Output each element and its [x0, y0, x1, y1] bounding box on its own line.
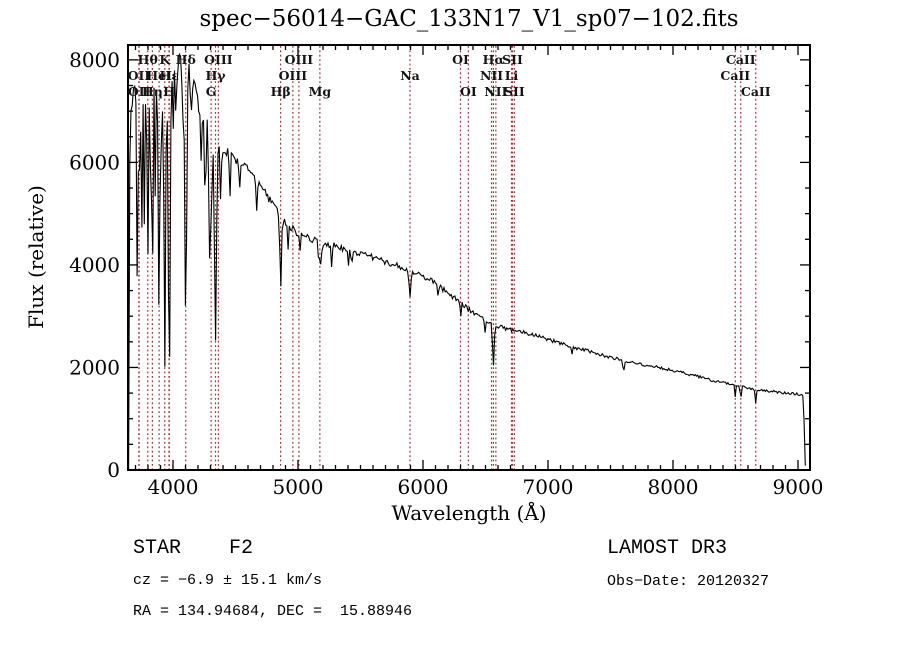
ra-dec-label: RA = 134.94684, DEC = 15.88946 [133, 603, 413, 620]
spectral-line-label: SII [504, 84, 525, 99]
spectral-line-label: Hγ [205, 68, 226, 83]
y-tick-label: 8000 [69, 48, 120, 72]
tick-labels-group: 4000 5000 6000 7000 8000 9000 0 2000 4000 6000 800… [69, 48, 823, 499]
spectral-line-label: Mg [309, 84, 332, 99]
spectral-line-label: G [206, 84, 217, 99]
spectrum-trace [128, 52, 806, 469]
spectral-line-label: OIII [285, 52, 314, 67]
spectral-line-label: OIII [279, 68, 308, 83]
spectral-line-label: Na [400, 68, 420, 83]
spectral-line-label: Hβ [271, 84, 291, 99]
y-tick-label: 6000 [69, 150, 120, 174]
spectral-line-label: K [159, 52, 171, 67]
spectral-line-label: OII [128, 84, 151, 99]
y-tick-label: 2000 [69, 355, 120, 379]
spectral-line-label: Hδ [176, 52, 196, 67]
x-tick-label: 8000 [648, 475, 699, 499]
axes-frame-group [127, 44, 811, 471]
obs-date-label: Obs−Date: 20120327 [607, 573, 770, 590]
cz-velocity-label: cz = −6.9 ± 15.1 km/s [133, 572, 323, 589]
y-tick-label: 4000 [69, 253, 120, 277]
spectral-line-label: OII [128, 68, 151, 83]
spectral-line-label: NII [480, 68, 503, 83]
x-tick-label: 6000 [398, 475, 449, 499]
spectral-line-markers [138, 46, 757, 469]
spectral-line-label: CaII [741, 84, 771, 99]
spectral-line-label: CaII [726, 52, 756, 67]
spectral-line-label: CaII [720, 68, 750, 83]
spectral-line-label: HeI [146, 68, 172, 83]
x-axis-label: Wavelength (Å) [391, 501, 547, 525]
object-class-label: STAR F2 [133, 537, 254, 560]
x-tick-label: 4000 [148, 475, 199, 499]
x-tick-label: 7000 [523, 475, 574, 499]
spectral-line-label: Hε [160, 68, 179, 83]
y-axis-label: Flux (relative) [24, 185, 48, 329]
x-tick-label: 9000 [773, 475, 824, 499]
spectral-line-label: Hη [142, 84, 163, 99]
survey-release-label: LAMOST DR3 [607, 537, 728, 560]
spectral-line-label: NII [484, 84, 507, 99]
spectral-line-label: SII [502, 52, 523, 67]
spectral-line-label: Hθ [138, 52, 158, 67]
spectral-line-label: Hα [483, 52, 505, 67]
y-tick-label: 0 [107, 458, 120, 482]
spectrum-trace-group [128, 52, 806, 469]
spectral-line-label: Li [505, 68, 519, 83]
spectral-line-label: H [163, 84, 175, 99]
plot-title: spec−56014−GAC_133N17_V1_sp07−102.fits [199, 6, 739, 32]
plot-frame [127, 44, 811, 471]
spectral-line-label: OI [452, 52, 469, 67]
x-tick-label: 5000 [273, 475, 324, 499]
spectral-line-label: OI [460, 84, 477, 99]
spectral-line-label: OIII [204, 52, 233, 67]
